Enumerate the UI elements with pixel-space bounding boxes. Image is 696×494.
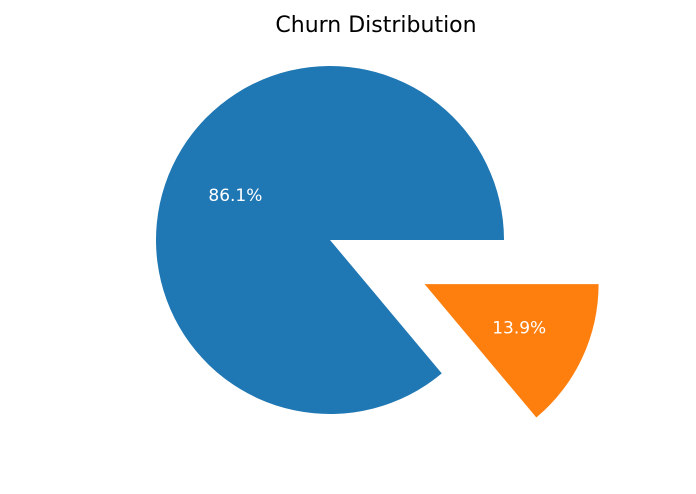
- pie-slice-label-1: 13.9%: [492, 318, 546, 338]
- pie-slice-label-0: 86.1%: [208, 186, 262, 206]
- chart-title: Churn Distribution: [275, 13, 476, 38]
- pie-labels: 86.1% 13.9%: [208, 186, 546, 338]
- pie-slice-0: [155, 66, 504, 414]
- pie-slices: [155, 66, 599, 418]
- pie-slice-1: [424, 284, 599, 418]
